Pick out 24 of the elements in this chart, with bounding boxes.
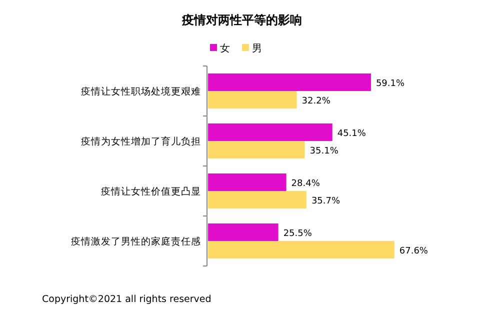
text: Copyright©2021 all rights reserved	[42, 294, 212, 305]
data-label: 25.5%	[283, 228, 312, 239]
bar	[208, 174, 286, 191]
bar	[208, 191, 306, 208]
data-label: 35.7%	[311, 196, 340, 206]
data-label: 28.4%	[291, 178, 320, 189]
y-tick-label: 疫情激发了男性的家庭责任感	[71, 236, 201, 248]
y-tick-label: 疫情让女性职场处境更艰难	[81, 86, 201, 98]
bar	[208, 224, 278, 241]
legend-label: 女	[220, 42, 230, 54]
data-label: 32.2%	[302, 96, 331, 106]
data-label: 59.1%	[376, 78, 405, 89]
data-label: 67.6%	[399, 246, 428, 256]
bar	[208, 91, 297, 108]
bar	[208, 74, 371, 91]
data-label: 35.1%	[310, 146, 339, 156]
data-label: 45.1%	[337, 128, 366, 139]
y-tick-label: 疫情让女性价值更凸显	[101, 186, 201, 198]
bar	[208, 241, 394, 258]
chart-title: 疫情对两性平等的影响	[181, 13, 302, 27]
legend-label: 男	[252, 44, 262, 54]
bar	[208, 124, 332, 141]
bar	[208, 141, 305, 158]
y-tick-label: 疫情为女性增加了育儿负担	[81, 136, 201, 148]
